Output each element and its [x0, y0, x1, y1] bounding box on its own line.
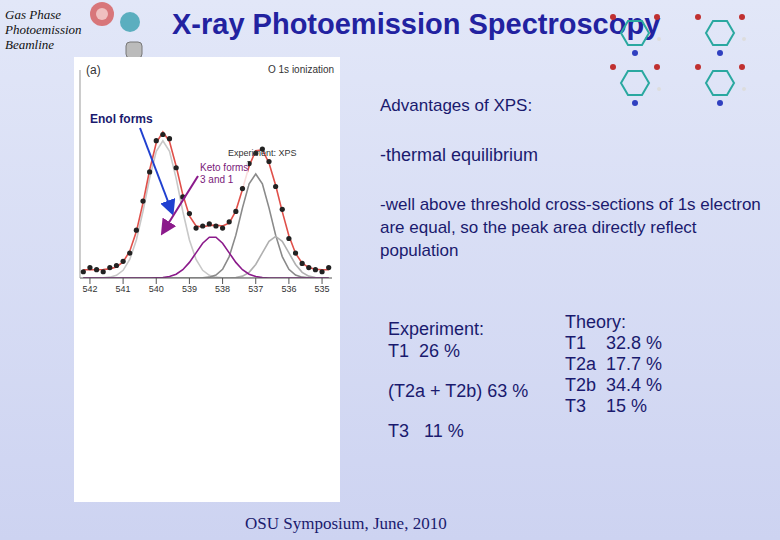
html-text:26 %: 26 % [419, 341, 461, 361]
html-text:T2b: T2b [565, 375, 596, 395]
html-text:T3: T3 [565, 396, 586, 416]
html-text:Theory:: Theory: [565, 312, 626, 332]
html-text:T1: T1 [388, 341, 409, 361]
html-text:X-ray Photoemission Spectrosco: X-ray Photoemission Spectroscopy [172, 8, 661, 40]
html-text:11 %: 11 % [424, 421, 464, 441]
html-text:Experiment: XPS: Experiment: XPS [228, 148, 297, 158]
svg-text:542: 542 [82, 284, 97, 294]
html-text:O 1s ionization: O 1s ionization [268, 64, 335, 75]
html-text:Experiment:: Experiment: [388, 319, 484, 339]
html-text:OSU Symposium, June, 2010: OSU Symposium, June, 2010 [245, 514, 447, 533]
html-text:Advantages of XPS:: Advantages of XPS: [380, 96, 533, 115]
html-text:Photoemission: Photoemission [5, 22, 82, 37]
svg-text:538: 538 [215, 284, 230, 294]
html-text:T1: T1 [565, 333, 586, 353]
html-text:(T2a + T2b) 63 %: (T2a + T2b) 63 % [388, 381, 529, 401]
html-text:Gas Phase: Gas Phase [5, 7, 61, 22]
html-text:Enol forms: Enol forms [90, 112, 153, 126]
html-text:-well above threshold cross-se: -well above threshold cross-sections of … [380, 195, 761, 260]
html-text:15 %: 15 % [606, 396, 648, 416]
html-text:32.8 %: 32.8 % [606, 333, 663, 353]
svg-text:535: 535 [315, 284, 330, 294]
svg-text:541: 541 [116, 284, 131, 294]
html-text:T2a: T2a [565, 354, 596, 374]
html-text:-thermal equilibrium: -thermal equilibrium [380, 145, 539, 165]
svg-text:540: 540 [149, 284, 164, 294]
svg-text:539: 539 [182, 284, 197, 294]
svg-text:536: 536 [281, 284, 296, 294]
svg-text:537: 537 [248, 284, 263, 294]
html-text:Keto forms 3 and 1: Keto forms 3 and 1 [200, 162, 249, 185]
html-text:(a): (a) [86, 63, 101, 77]
html-text:17.7 %: 17.7 % [606, 354, 663, 374]
html-text:Beamline: Beamline [5, 37, 55, 52]
html-text:34.4 %: 34.4 % [606, 375, 663, 395]
html-text:T3: T3 [388, 421, 409, 441]
